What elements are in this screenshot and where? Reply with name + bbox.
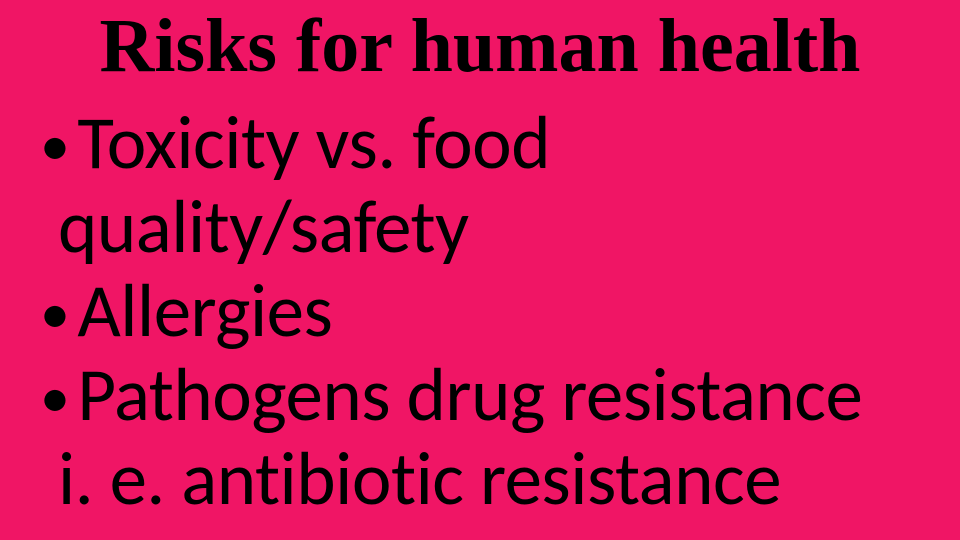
bullet-text: Allergies — [40, 266, 332, 357]
bullet-list: Toxicity vs. food quality/safety Allergi… — [30, 102, 930, 522]
bullet-text: Toxicity vs. food — [40, 98, 550, 189]
slide-title: Risks for human health — [30, 8, 930, 84]
bullet-item: Toxicity vs. food quality/safety — [40, 102, 930, 270]
bullet-text: Pathogens drug resistance — [40, 350, 862, 441]
slide-container: Risks for human health Toxicity vs. food… — [0, 0, 960, 540]
bullet-continuation: quality/safety — [40, 186, 930, 270]
bullet-item: Pathogens drug resistance i. e. antibiot… — [40, 354, 930, 522]
bullet-item: Allergies — [40, 270, 930, 354]
bullet-continuation: i. e. antibiotic resistance — [40, 438, 930, 522]
